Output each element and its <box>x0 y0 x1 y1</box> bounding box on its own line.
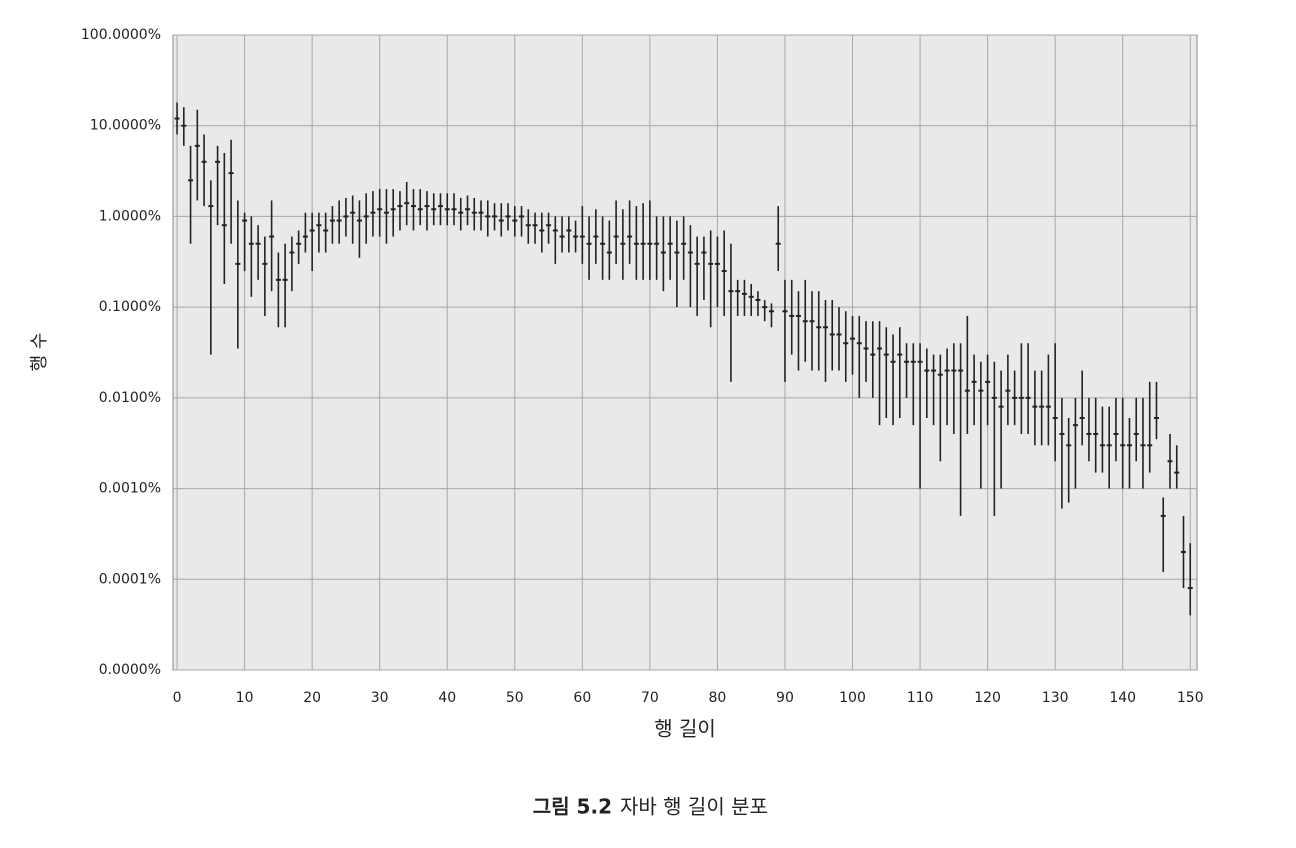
x-tick-label: 30 <box>371 690 389 706</box>
y-tick-label: 0.0010% <box>99 481 161 497</box>
x-tick-label: 130 <box>1042 690 1069 706</box>
x-tick-label: 120 <box>974 690 1001 706</box>
x-tick-label: 150 <box>1177 690 1204 706</box>
y-axis-label: 행 수 <box>29 333 50 372</box>
x-tick-label: 50 <box>506 690 524 706</box>
x-axis-label: 행 길이 <box>654 717 716 741</box>
y-tick-label: 0.0001% <box>99 571 161 587</box>
x-tick-label: 70 <box>641 690 659 706</box>
x-tick-label: 0 <box>173 690 182 706</box>
plot-area <box>172 34 1198 671</box>
y-tick-label: 100.0000% <box>81 27 161 43</box>
y-tick-label: 1.0000% <box>99 208 161 224</box>
caption-label: 그림 5.2 <box>533 795 612 819</box>
x-tick-label: 20 <box>303 690 321 706</box>
y-tick-label: 0.1000% <box>99 299 161 315</box>
y-tick-label: 0.0000% <box>99 662 161 678</box>
x-tick-label: 140 <box>1109 690 1136 706</box>
y-tick-label: 10.0000% <box>90 118 161 134</box>
x-tick-label: 80 <box>709 690 727 706</box>
x-tick-label: 100 <box>839 690 866 706</box>
x-tick-label: 10 <box>236 690 254 706</box>
caption: 자바 행 길이 분포 <box>620 795 768 819</box>
x-tick-label: 60 <box>573 690 591 706</box>
x-tick-label: 40 <box>438 690 456 706</box>
y-tick-label: 0.0100% <box>99 390 161 406</box>
x-tick-label: 90 <box>776 690 794 706</box>
x-tick-label: 110 <box>907 690 934 706</box>
